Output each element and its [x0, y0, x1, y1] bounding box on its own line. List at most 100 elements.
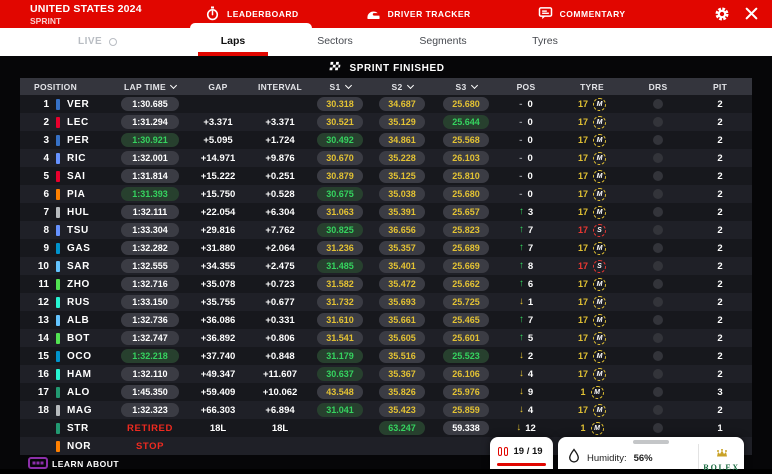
driver-code: VER: [67, 98, 90, 110]
s3-cell: 25.680: [436, 185, 496, 203]
drs-cell: [628, 275, 688, 293]
s1-cell: [312, 437, 368, 455]
learn-about-link[interactable]: LEARN ABOUT: [52, 459, 120, 469]
gap-cell: +15.222: [200, 170, 236, 182]
driver-code: MAG: [67, 404, 93, 416]
close-button[interactable]: [745, 7, 758, 25]
s2-cell: 35.693: [368, 293, 436, 311]
pit-count-cell: 2: [717, 332, 723, 344]
sector2-pill: 36.656: [379, 223, 425, 237]
table-row[interactable]: 16 HAM 1:32.110 +49.347 +11.607 30.637 35.367 2…: [20, 365, 752, 383]
drs-indicator: [653, 387, 663, 397]
subtab-segments[interactable]: Segments: [419, 35, 467, 47]
sector2-pill: 35.391: [379, 205, 425, 219]
table-row[interactable]: 15 OCO 1:32.218 +37.740 +0.848 31.179 35.516 25…: [20, 347, 752, 365]
tyre-cell: 17 M: [556, 185, 628, 203]
tyre-laps-count: 17: [577, 189, 588, 199]
drs-cell: [628, 221, 688, 239]
s3-cell: 25.680: [436, 95, 496, 113]
position-cell: 14: [37, 332, 49, 344]
column-header-s1[interactable]: S1: [312, 81, 368, 92]
driver-code: PIA: [67, 188, 86, 200]
sector2-pill: 35.423: [379, 403, 425, 417]
pit-count-cell: 2: [717, 116, 723, 128]
table-row[interactable]: 6 PIA 1:31.393 +15.750 +0.528 30.675 35.038 25.…: [20, 185, 752, 203]
live-toggle[interactable]: LIVE: [78, 36, 118, 47]
position-change-cell: ↓ 4: [496, 401, 556, 419]
table-row[interactable]: STR RETIRED 18L 18L 63.247 59.338 ↓ 12 1 M 1: [20, 419, 752, 437]
team-color-bar: [56, 116, 60, 128]
table-row[interactable]: 17 ALO 1:45.350 +59.409 +10.062 43.548 35.826 2…: [20, 383, 752, 401]
weather-card[interactable]: Humidity: 56% ROLEX: [558, 437, 744, 472]
table-row[interactable]: 5 SAI 1:31.814 +15.222 +0.251 30.879 35.125 25.…: [20, 167, 752, 185]
gap-cell: +14.971: [200, 152, 236, 164]
lap-time-cell: 1:32.110: [112, 365, 188, 383]
subtab-tyres[interactable]: Tyres: [532, 35, 558, 47]
humidity-label: Humidity:: [587, 452, 627, 464]
settings-button[interactable]: [714, 6, 730, 27]
promo-logo[interactable]: [28, 456, 48, 474]
table-row[interactable]: 3 PER 1:30.921 +5.095 +1.724 30.492 34.861 25.5…: [20, 131, 752, 149]
stopwatch-icon: [205, 5, 220, 23]
tyre-medium-icon: M: [593, 295, 606, 309]
gap-cell: +66.303: [200, 404, 236, 416]
total-laps: 19: [532, 445, 543, 457]
subtab-laps[interactable]: Laps: [220, 35, 246, 47]
position-up-icon: ↑: [518, 206, 524, 217]
driver-code: ALO: [67, 386, 90, 398]
column-header-s3[interactable]: S3: [436, 81, 496, 92]
top-app-bar: UNITED STATES 2024 SPRINT LEADERBOARD DRI…: [0, 0, 772, 28]
table-row[interactable]: 12 RUS 1:33.150 +35.755 +0.677 31.732 35.693 25…: [20, 293, 752, 311]
table-row[interactable]: 9 GAS 1:32.282 +31.880 +2.064 31.236 35.357 25.…: [20, 239, 752, 257]
interval-cell: 18L: [271, 422, 289, 434]
team-color-bar: [56, 170, 60, 182]
top-tab-commentary[interactable]: COMMENTARY: [538, 0, 648, 28]
position-down-icon: ↓: [516, 422, 522, 433]
drs-cell: [628, 167, 688, 185]
table-row[interactable]: 1 VER 1:30.685 30.318 34.687 25.680 -0 17 M 2: [20, 95, 752, 113]
position-cell: 10: [37, 260, 49, 272]
lap-counter-card[interactable]: 19 / 19: [490, 437, 553, 469]
table-row[interactable]: 10 SAR 1:32.555 +34.355 +2.475 31.485 35.401 25…: [20, 257, 752, 275]
table-row[interactable]: 11 ZHO 1:32.716 +35.078 +0.723 31.582 35.472 25…: [20, 275, 752, 293]
chevron-down-icon: [169, 81, 177, 89]
column-header-lap-time[interactable]: LAP TIME: [112, 81, 188, 92]
tyre-medium-icon: M: [593, 133, 606, 147]
position-change-cell: ↑ 7: [496, 239, 556, 257]
tyre-medium-icon: M: [593, 277, 606, 291]
table-row[interactable]: 14 BOT 1:32.747 +36.892 +0.806 31.541 35.605 25…: [20, 329, 752, 347]
lap-progress-bar: [497, 463, 546, 466]
team-color-cell: [52, 257, 64, 275]
pit-count-cell: 2: [717, 278, 723, 290]
no-change-icon: -: [519, 98, 523, 110]
team-color-bar: [56, 188, 60, 200]
table-row[interactable]: 8 TSU 1:33.304 +29.816 +7.762 30.825 36.656 25.…: [20, 221, 752, 239]
table-row[interactable]: 13 ALB 1:32.736 +36.086 +0.331 31.610 35.661 25…: [20, 311, 752, 329]
top-tab-leaderboard[interactable]: LEADERBOARD: [205, 0, 321, 28]
column-header-s2[interactable]: S2: [368, 81, 436, 92]
s1-cell: 30.637: [312, 365, 368, 383]
column-label: INTERVAL: [257, 81, 303, 92]
position-change-value: 5: [527, 332, 534, 344]
lap-time-pill: 1:32.001: [121, 151, 179, 165]
drag-handle[interactable]: [633, 440, 669, 444]
table-row[interactable]: 2 LEC 1:31.294 +3.371 +3.371 30.521 35.129 25.6…: [20, 113, 752, 131]
table-row[interactable]: 7 HUL 1:32.111 +22.054 +6.304 31.063 35.391 25.…: [20, 203, 752, 221]
subtab-sectors[interactable]: Sectors: [317, 35, 353, 47]
table-row[interactable]: 18 MAG 1:32.323 +66.303 +6.894 31.041 35.423 25…: [20, 401, 752, 419]
driver-code: STR: [67, 422, 89, 434]
s1-cell: 31.485: [312, 257, 368, 275]
top-tab-driver-tracker[interactable]: DRIVER TRACKER: [366, 0, 493, 28]
sponsor-block: ROLEX: [698, 444, 744, 472]
drs-cell: [628, 383, 688, 401]
driver-code: HAM: [67, 368, 92, 380]
table-row[interactable]: 4 RIC 1:32.001 +14.971 +9.876 30.670 35.228 26.…: [20, 149, 752, 167]
drs-indicator: [653, 225, 663, 235]
tyre-laps-count: 17: [577, 171, 588, 181]
position-cell: 8: [43, 224, 49, 236]
sector1-pill: 31.041: [317, 403, 363, 417]
lap-time-pill: 1:30.685: [121, 97, 179, 111]
s2-cell: 36.656: [368, 221, 436, 239]
s2-cell: 35.472: [368, 275, 436, 293]
drs-cell: [628, 419, 688, 437]
